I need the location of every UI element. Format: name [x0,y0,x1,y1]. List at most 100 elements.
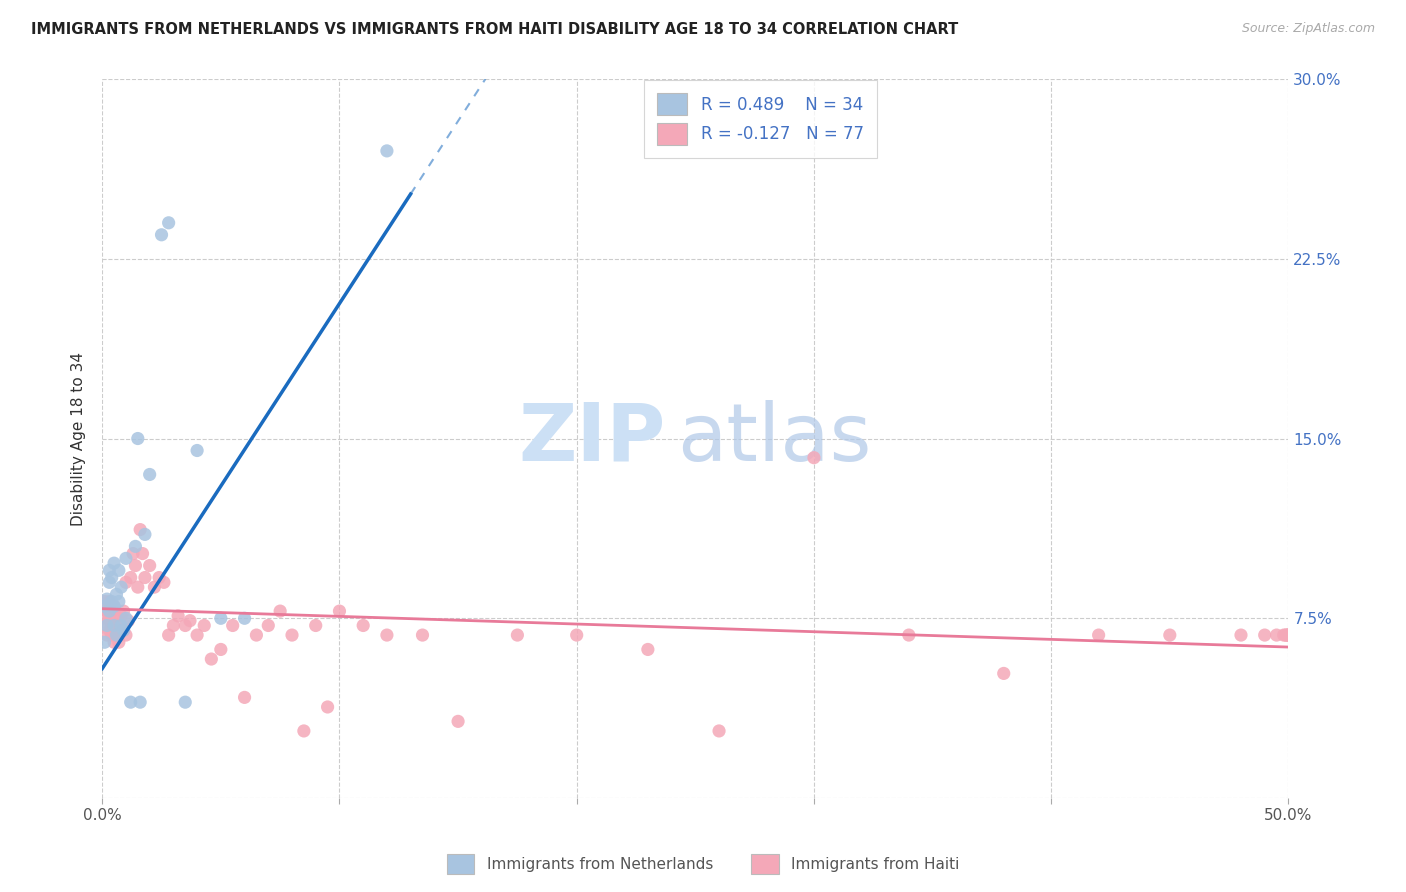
Point [103,635,125,649]
Point [96,628,118,642]
Point [707,723,730,738]
Point [447,714,470,729]
Point [120,695,142,709]
Point [637,642,659,657]
Point [105,628,128,642]
Point [108,618,131,632]
Point [1230,628,1253,642]
Point [1254,628,1277,642]
Point [565,628,588,642]
Point [352,618,374,632]
Point [108,563,131,577]
Point [103,624,125,638]
Point [292,723,315,738]
Point [134,527,156,541]
Text: atlas: atlas [678,400,872,477]
Point [1277,628,1299,642]
Point [174,695,197,709]
Point [200,652,222,666]
Point [120,570,142,584]
Point [117,614,139,628]
Point [100,628,122,642]
Text: ZIP: ZIP [519,400,665,477]
Point [157,216,180,230]
Point [127,580,149,594]
Point [316,700,339,714]
Point [112,604,135,618]
Point [157,628,180,642]
Point [93,594,115,608]
Point [993,666,1015,681]
Point [93,599,115,614]
Point [103,618,125,632]
Point [129,523,152,537]
Point [1272,628,1295,642]
Point [124,558,146,573]
Point [98,563,121,577]
Point [193,618,215,632]
Point [209,642,232,657]
Point [1275,628,1298,642]
Point [131,547,153,561]
Point [110,624,132,638]
Point [105,587,128,601]
Point [103,599,125,614]
Point [100,594,122,608]
Point [209,611,232,625]
Point [100,618,122,632]
Point [115,575,138,590]
Point [98,575,121,590]
Point [115,628,138,642]
Point [138,467,160,482]
Y-axis label: Disability Age 18 to 34: Disability Age 18 to 34 [72,351,86,525]
Point [148,570,170,584]
Point [103,556,125,570]
Point [93,611,115,625]
Point [411,628,433,642]
Point [103,599,125,614]
Point [93,635,115,649]
Point [108,635,131,649]
Text: IMMIGRANTS FROM NETHERLANDS VS IMMIGRANTS FROM HAITI DISABILITY AGE 18 TO 34 COR: IMMIGRANTS FROM NETHERLANDS VS IMMIGRANT… [31,22,957,37]
Point [375,144,398,158]
Point [1265,628,1288,642]
Point [115,611,138,625]
Legend: Immigrants from Netherlands, Immigrants from Haiti: Immigrants from Netherlands, Immigrants … [440,848,966,880]
Point [110,608,132,623]
Point [122,547,145,561]
Point [1277,628,1299,642]
Point [1275,628,1298,642]
Point [803,450,825,465]
Point [186,628,208,642]
Point [897,628,920,642]
Point [138,558,160,573]
Point [134,570,156,584]
Point [143,580,166,594]
Point [112,624,135,638]
Point [162,618,184,632]
Point [269,604,291,618]
Point [96,604,118,618]
Point [305,618,328,632]
Point [115,551,138,566]
Point [233,611,256,625]
Text: Source: ZipAtlas.com: Source: ZipAtlas.com [1241,22,1375,36]
Point [257,618,280,632]
Point [1277,628,1299,642]
Point [110,618,132,632]
Point [100,604,122,618]
Point [98,624,121,638]
Point [186,443,208,458]
Point [96,618,118,632]
Point [1159,628,1181,642]
Point [179,614,201,628]
Point [100,570,122,584]
Point [124,540,146,554]
Point [112,624,135,638]
Point [328,604,350,618]
Point [281,628,304,642]
Point [153,575,176,590]
Point [506,628,529,642]
Point [245,628,267,642]
Point [98,604,121,618]
